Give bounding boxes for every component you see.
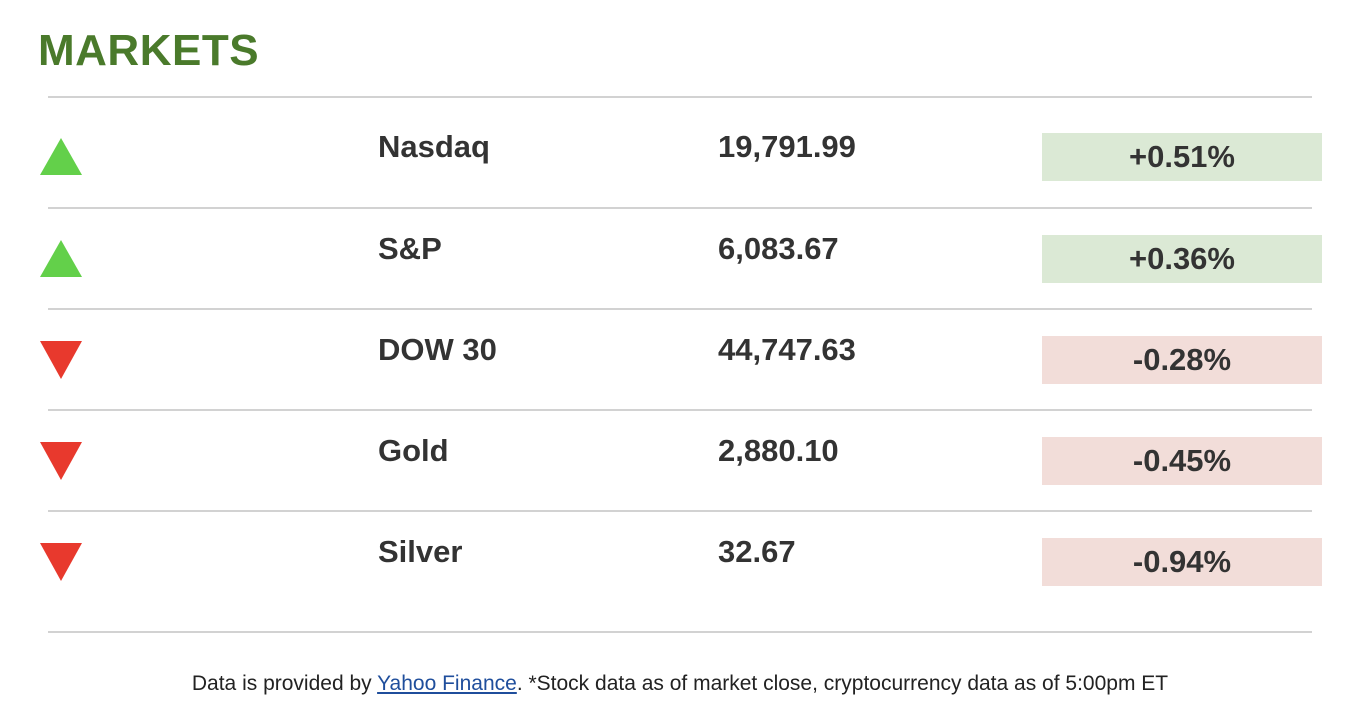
divider bbox=[48, 96, 1312, 98]
market-value: 19,791.99 bbox=[718, 129, 856, 164]
up-arrow-icon bbox=[40, 240, 82, 277]
divider bbox=[48, 308, 1312, 310]
market-name: Nasdaq bbox=[378, 129, 490, 164]
market-row-nasdaq: Nasdaq 19,791.99 +0.51% bbox=[0, 97, 1370, 197]
market-name: Gold bbox=[378, 433, 449, 468]
market-name: S&P bbox=[378, 231, 442, 266]
divider bbox=[48, 510, 1312, 512]
footer-prefix: Data is provided by bbox=[191, 672, 378, 695]
up-arrow-icon bbox=[40, 138, 82, 175]
market-change-badge: +0.51% bbox=[1042, 133, 1322, 181]
yahoo-finance-link[interactable]: Yahoo Finance bbox=[377, 672, 517, 695]
down-arrow-icon bbox=[40, 341, 82, 379]
market-value: 44,747.63 bbox=[718, 332, 856, 367]
footer-suffix: . *Stock data as of market close, crypto… bbox=[516, 672, 1169, 695]
market-row-dow: DOW 30 44,747.63 -0.28% bbox=[0, 300, 1370, 400]
market-value: 2,880.10 bbox=[718, 433, 839, 468]
market-change-badge: -0.45% bbox=[1042, 437, 1322, 485]
market-change-badge: +0.36% bbox=[1042, 235, 1322, 283]
down-arrow-icon bbox=[40, 442, 82, 480]
divider bbox=[48, 207, 1312, 209]
divider bbox=[48, 631, 1312, 633]
market-change-badge: -0.94% bbox=[1042, 538, 1322, 586]
market-row-silver: Silver 32.67 -0.94% bbox=[0, 502, 1370, 602]
market-value: 6,083.67 bbox=[718, 231, 839, 266]
market-name: Silver bbox=[378, 534, 463, 569]
down-arrow-icon bbox=[40, 543, 82, 581]
market-change-badge: -0.28% bbox=[1042, 336, 1322, 384]
market-row-sp: S&P 6,083.67 +0.36% bbox=[0, 199, 1370, 299]
footer-note: Data is provided by Yahoo Finance. *Stoc… bbox=[0, 670, 1360, 698]
market-name: DOW 30 bbox=[378, 332, 497, 367]
page-title: MARKETS bbox=[38, 26, 260, 75]
market-row-gold: Gold 2,880.10 -0.45% bbox=[0, 401, 1370, 501]
market-value: 32.67 bbox=[718, 534, 796, 569]
divider bbox=[48, 409, 1312, 411]
